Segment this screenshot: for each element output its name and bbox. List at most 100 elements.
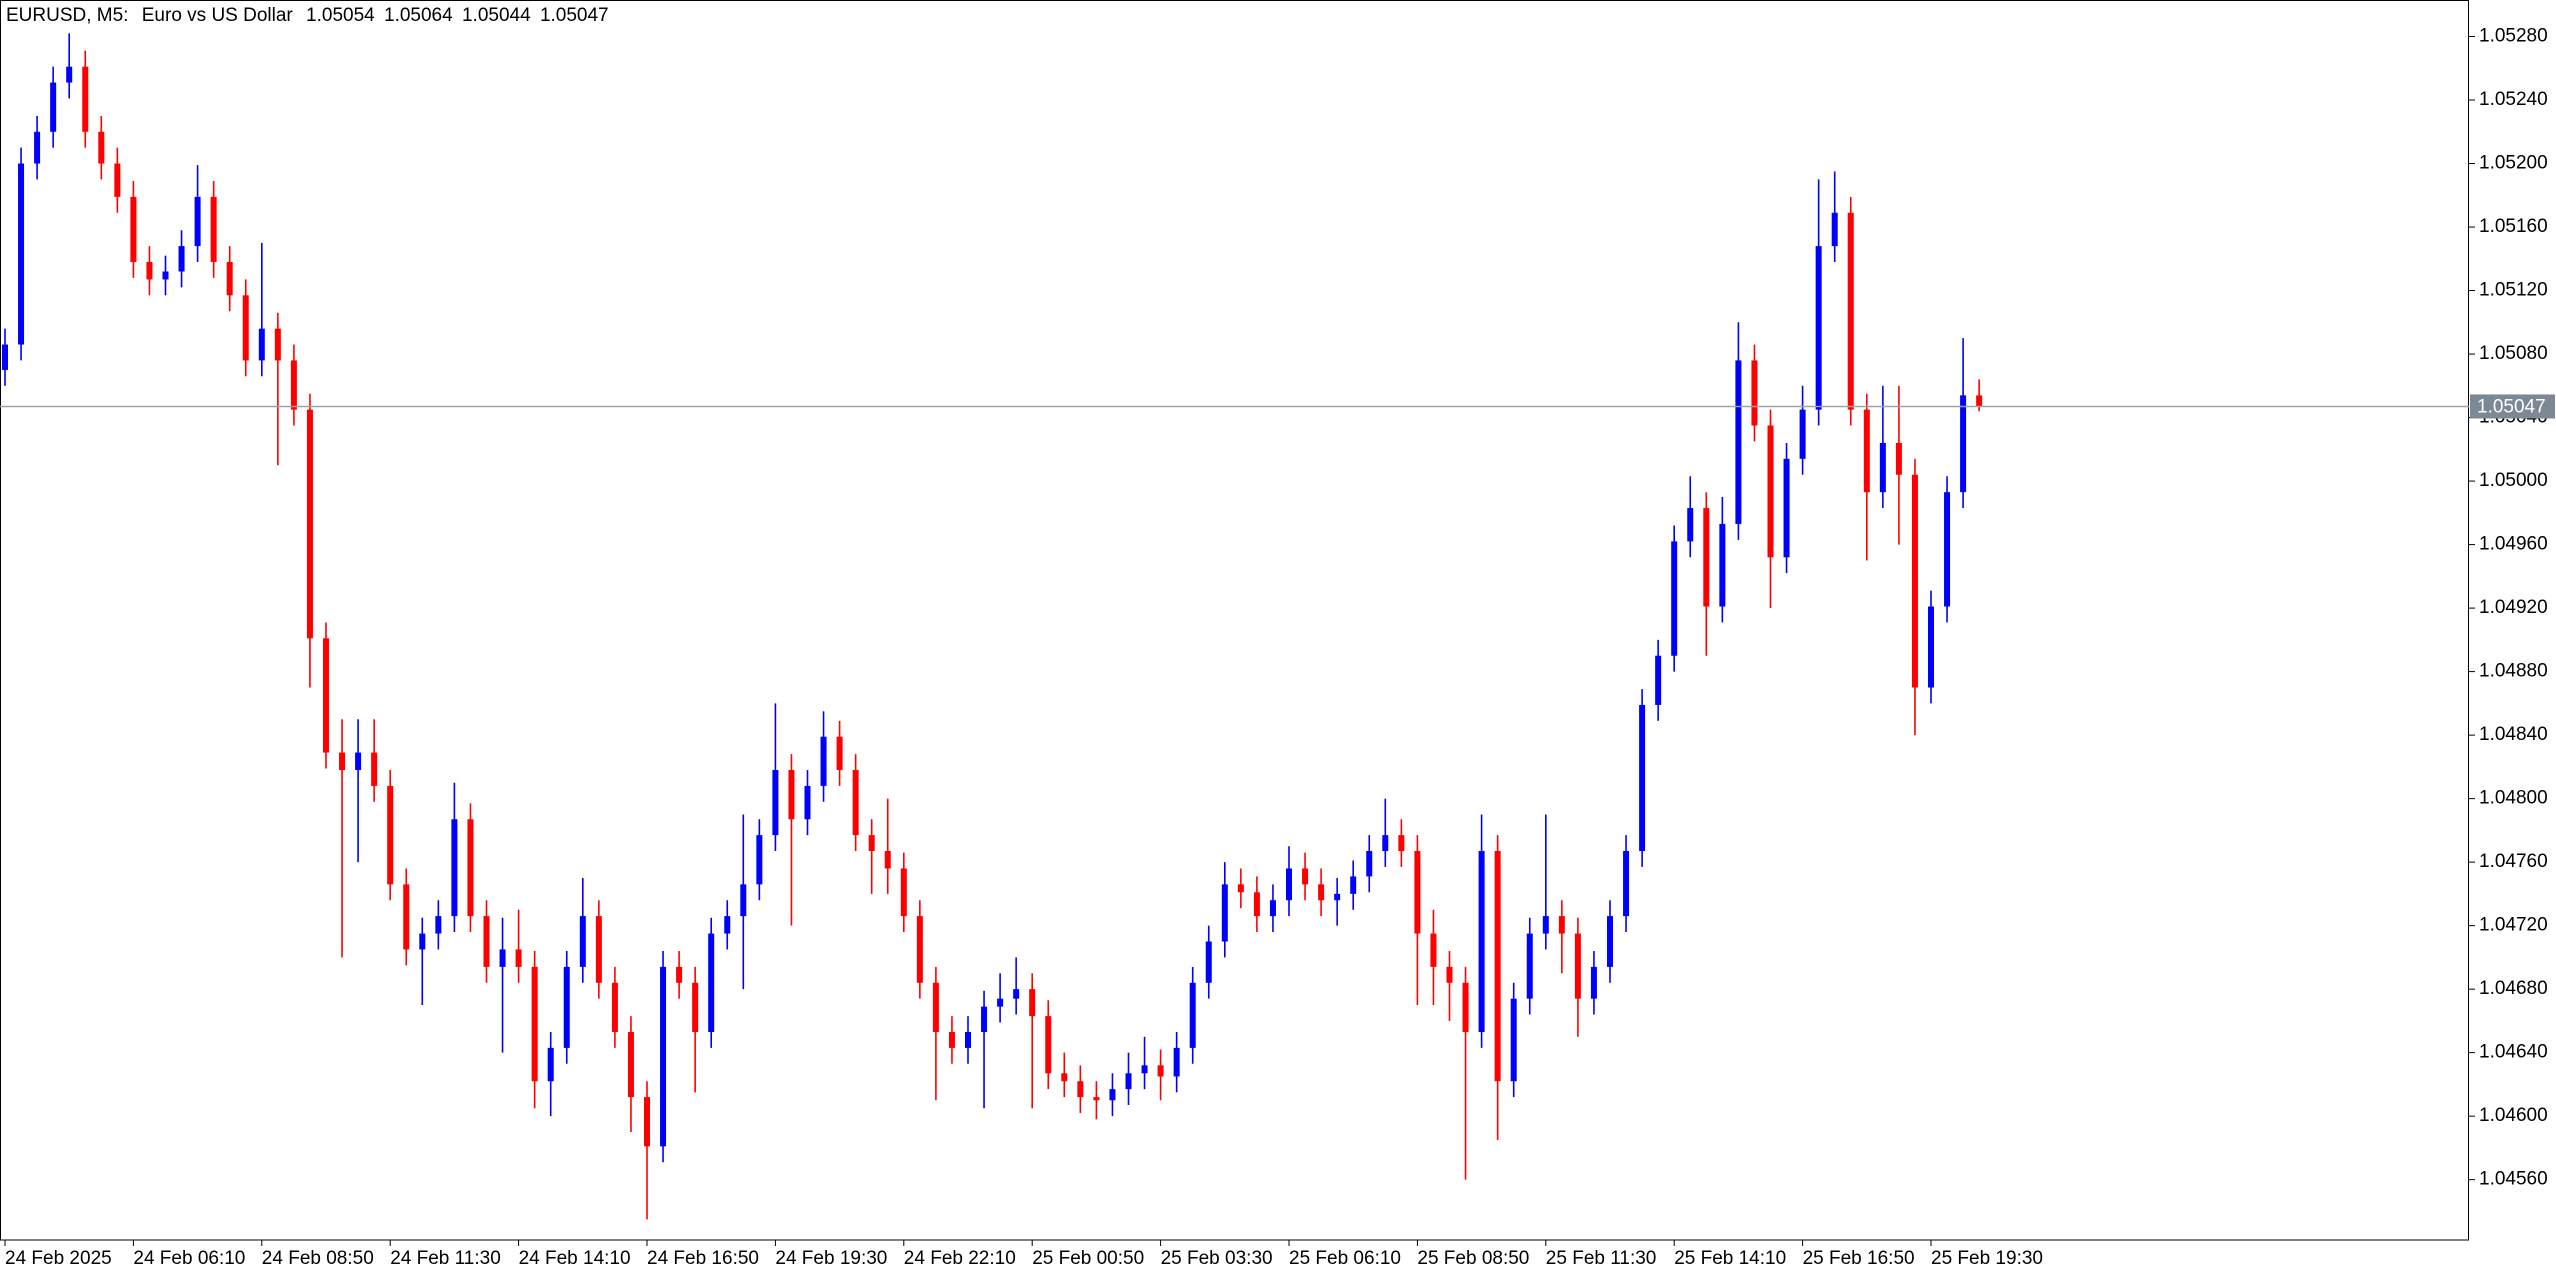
last-close: 1.05047 — [540, 5, 609, 26]
candle-body — [1189, 982, 1196, 1048]
candle-body — [1799, 409, 1806, 459]
candle-body — [676, 966, 683, 983]
candle-body — [467, 819, 474, 917]
candle-body — [531, 966, 538, 1082]
candle-body — [756, 835, 763, 885]
candle-body — [1607, 916, 1613, 967]
candle-body — [1879, 442, 1886, 493]
y-tick-label: 1.04920 — [2479, 597, 2548, 618]
candle-body — [1045, 1016, 1052, 1074]
x-tick-label: 24 Feb 22:10 — [904, 1248, 1016, 1269]
candle-body — [1687, 508, 1694, 542]
y-tick-label: 1.04800 — [2479, 788, 2548, 809]
candle-body — [1253, 892, 1260, 917]
candle-body — [579, 916, 586, 967]
candle-body — [1863, 409, 1870, 493]
candle-body — [1462, 982, 1469, 1033]
candle-body — [1671, 541, 1678, 656]
candle-body — [660, 966, 667, 1147]
candle-body — [1542, 916, 1549, 934]
candle-body — [563, 966, 570, 1048]
candle-body — [1623, 851, 1630, 917]
candle-body — [98, 131, 105, 164]
x-tick-label: 24 Feb 16:50 — [647, 1248, 759, 1269]
candle-body — [403, 884, 410, 950]
candle-body — [1334, 893, 1341, 901]
last-open: 1.05054 — [306, 5, 375, 26]
candle-body — [483, 916, 490, 967]
candle-body — [1077, 1081, 1084, 1098]
candle-body — [226, 261, 233, 296]
candle-body — [194, 196, 201, 247]
candle-body — [130, 196, 137, 262]
candle-body — [1574, 933, 1581, 999]
candle-body — [1221, 884, 1228, 942]
candle-body — [1831, 212, 1838, 247]
candle-body — [708, 933, 715, 1033]
y-tick-label: 1.05240 — [2479, 89, 2548, 110]
y-tick-label: 1.04560 — [2479, 1169, 2548, 1190]
plot-area — [2, 33, 1983, 1220]
candle-body — [34, 131, 41, 164]
candle-body — [932, 982, 939, 1033]
candle-body — [1911, 474, 1918, 688]
x-tick-label: 25 Feb 03:30 — [1161, 1248, 1273, 1269]
candle-body — [1366, 851, 1373, 877]
y-tick-label: 1.05160 — [2479, 216, 2548, 237]
candle-body — [804, 785, 811, 820]
candle-body — [1639, 704, 1646, 852]
candle-body — [1125, 1073, 1132, 1090]
candle-body — [1526, 933, 1533, 999]
candle-body — [836, 736, 843, 771]
candle-body — [1510, 998, 1517, 1082]
candle-body — [1767, 425, 1774, 558]
candle-body — [146, 261, 153, 280]
candle-body — [997, 998, 1004, 1007]
candle-body — [451, 819, 458, 917]
candle-body — [1590, 966, 1597, 999]
x-tick-label: 24 Feb 11:30 — [390, 1248, 501, 1269]
candle-body — [852, 770, 859, 836]
candle-body — [1960, 395, 1967, 493]
candle-body — [258, 328, 265, 361]
candle-body — [18, 163, 25, 345]
chart-header: EURUSD, M5: Euro vs US Dollar 1.05054 1.… — [6, 5, 609, 26]
candle-body — [1029, 989, 1036, 1017]
candle-body — [1302, 868, 1309, 885]
candle-body — [290, 360, 297, 410]
candle-body — [595, 916, 602, 983]
candle-body — [916, 916, 923, 983]
candle-body — [1719, 523, 1726, 607]
candle-body — [274, 328, 281, 361]
candle-body — [339, 752, 346, 771]
candle-body — [1847, 212, 1854, 410]
candle-body — [1269, 900, 1276, 917]
candle-body — [162, 271, 169, 280]
candle-body — [740, 884, 747, 917]
candle-body — [1944, 492, 1951, 607]
x-tick-label: 24 Feb 14:10 — [519, 1248, 631, 1269]
x-tick-label: 25 Feb 16:50 — [1803, 1248, 1915, 1269]
candle-body — [1478, 851, 1485, 1033]
candle-body — [547, 1047, 554, 1082]
candle-body — [1703, 508, 1710, 607]
candle-body — [1286, 868, 1292, 901]
y-tick-label: 1.05280 — [2479, 26, 2548, 47]
candle-body — [1430, 933, 1437, 967]
candle-body — [1751, 360, 1758, 426]
y-tick-label: 1.04600 — [2479, 1105, 2548, 1126]
x-tick-label: 25 Feb 00:50 — [1032, 1248, 1144, 1269]
x-tick-label: 25 Feb 14:10 — [1674, 1248, 1786, 1269]
candle-body — [788, 770, 795, 820]
candle-body — [884, 851, 891, 869]
candle-body — [627, 1032, 634, 1098]
candle-body — [1237, 884, 1244, 893]
candle-body — [323, 638, 329, 753]
x-tick-label: 25 Feb 08:50 — [1417, 1248, 1529, 1269]
candle-body — [1815, 246, 1822, 410]
candle-body — [820, 736, 827, 786]
y-tick-label: 1.05080 — [2479, 343, 2548, 364]
candle-body — [868, 835, 875, 852]
y-tick-label: 1.05000 — [2479, 470, 2548, 491]
